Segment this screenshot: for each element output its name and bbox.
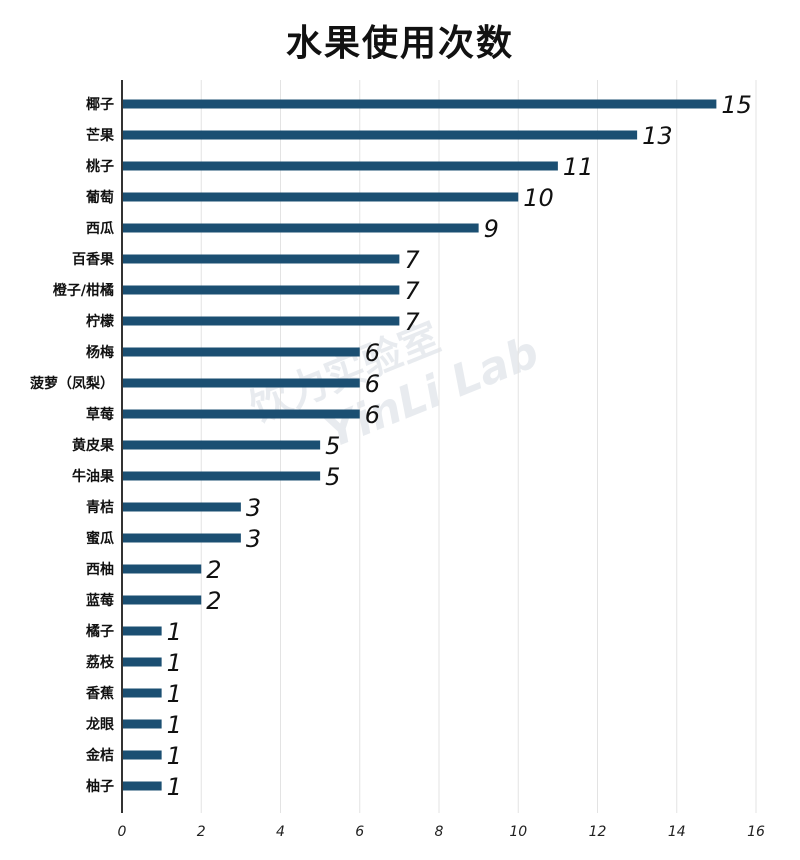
value-label: 9 [484,215,499,243]
category-label: 桃子 [86,158,114,175]
value-label: 5 [325,463,340,491]
category-label: 草莓 [86,406,114,423]
category-label: 蜜瓜 [86,530,114,547]
bar [122,781,162,791]
value-label: 6 [365,401,380,429]
bar [122,285,400,295]
value-label: 3 [246,525,261,553]
value-label: 2 [206,587,221,615]
category-label: 椰子 [86,96,114,113]
value-label: 11 [563,153,594,181]
x-tick-label: 12 [589,824,607,840]
value-label: 3 [246,494,261,522]
bar [122,688,162,698]
category-label: 青桔 [86,499,114,516]
category-label: 龙眼 [85,716,114,733]
bar [122,347,360,357]
category-label: 橙子/柑橘 [53,282,114,299]
value-label: 7 [404,246,420,274]
category-label: 葡萄 [85,189,114,206]
category-label: 西柚 [86,561,114,578]
bar [122,99,717,109]
value-label: 7 [404,277,420,305]
x-tick-label: 10 [509,824,527,840]
x-tick-label: 4 [276,824,285,840]
bar [122,657,162,667]
category-label: 蓝莓 [86,592,114,609]
value-label: 10 [523,184,554,212]
bar [122,223,479,233]
bar [122,750,162,760]
category-label: 柚子 [86,778,114,795]
bar [122,502,241,512]
category-label: 芒果 [86,127,115,144]
category-label: 菠萝（凤梨） [30,375,114,392]
category-label: 香蕉 [85,685,114,702]
value-label: 1 [167,742,182,770]
value-label: 13 [642,122,673,150]
bar [122,533,241,543]
value-label: 1 [167,680,182,708]
category-label: 西瓜 [86,221,114,237]
bar [122,130,638,140]
bars [122,99,717,791]
x-tick-label: 14 [668,824,686,840]
x-tick-label: 2 [197,824,206,840]
bar [122,471,321,481]
x-tick-label: 16 [747,824,765,840]
value-label: 6 [365,339,380,367]
bar [122,192,519,202]
value-label: 15 [721,91,752,119]
bar [122,378,360,388]
bar [122,409,360,419]
value-label: 1 [167,618,182,646]
category-label: 橘子 [85,624,114,640]
value-label: 2 [206,556,221,584]
bar [122,626,162,636]
chart-title: 水果使用次数 [285,23,514,64]
value-label: 7 [404,308,420,336]
bar [122,719,162,729]
category-label: 百香果 [72,251,115,268]
x-tick-label: 0 [118,824,127,840]
category-label: 杨梅 [86,344,114,361]
bar [122,564,202,574]
value-label: 1 [167,773,182,801]
category-label: 柠檬 [86,313,114,330]
value-label: 1 [167,649,182,677]
x-tick-label: 8 [435,824,444,840]
bar [122,440,321,450]
category-label: 牛油果 [72,468,115,485]
bar [122,254,400,264]
bar [122,316,400,326]
category-label: 黄皮果 [72,437,115,454]
value-label: 5 [325,432,340,460]
value-label: 6 [365,370,380,398]
value-label: 1 [167,711,182,739]
x-tick-labels: 0 2 4 6 8 10 12 14 16 [118,824,765,840]
bar [122,595,202,605]
category-label: 荔枝 [85,654,115,671]
bar [122,161,558,171]
x-tick-label: 6 [355,824,364,840]
category-label: 金桔 [85,747,114,764]
